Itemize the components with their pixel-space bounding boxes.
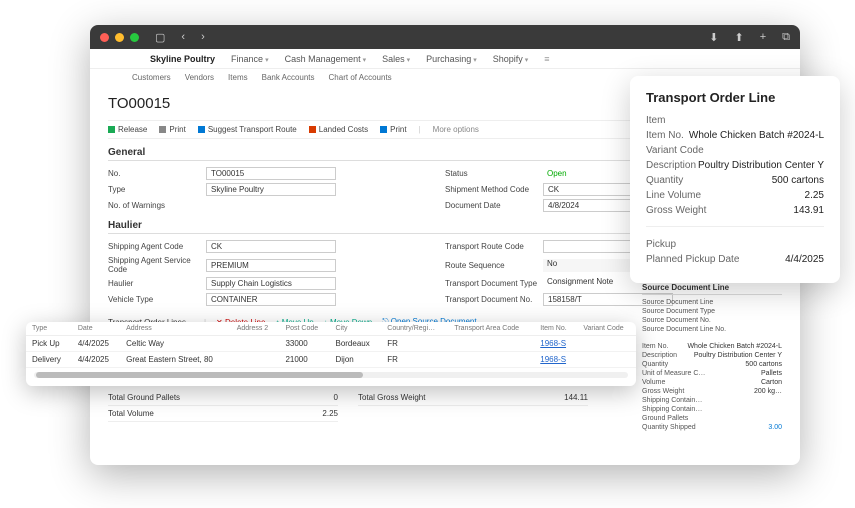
more-options[interactable]: More options	[433, 125, 479, 134]
haulier-title: Haulier	[108, 220, 142, 231]
nav-more[interactable]: ≡	[544, 54, 549, 64]
nav-purchasing[interactable]: Purchasing▾	[426, 54, 477, 64]
source-doc-sidebar: Source Document Line Source Document Lin…	[642, 283, 782, 433]
subnav-customers[interactable]: Customers	[132, 73, 171, 82]
nav-shopify[interactable]: Shopify▾	[493, 54, 529, 64]
suggest-route-button[interactable]: Suggest Transport Route	[198, 125, 297, 134]
nav-cash[interactable]: Cash Management▾	[285, 54, 367, 64]
col-header[interactable]: Date	[72, 322, 120, 336]
nav-finance[interactable]: Finance▾	[231, 54, 269, 64]
col-header[interactable]: Post Code	[279, 322, 329, 336]
nav-back-icon[interactable]: ‹	[181, 31, 185, 43]
table-row[interactable]: Pick Up4/4/2025Celtic Way33000BordeauxFR…	[26, 336, 636, 352]
col-header[interactable]: Variant Code	[577, 322, 636, 336]
nav-fwd-icon[interactable]: ›	[201, 31, 205, 43]
subnav-vendors[interactable]: Vendors	[185, 73, 214, 82]
subnav-bank[interactable]: Bank Accounts	[262, 73, 315, 82]
release-button[interactable]: Release	[108, 125, 147, 134]
print-button-2[interactable]: Print	[380, 125, 406, 134]
add-icon[interactable]: +	[760, 31, 766, 43]
orderlines-table: TypeDateAddressAddress 2Post CodeCityCou…	[26, 322, 636, 368]
sidebar-toggle-icon[interactable]: ▢	[155, 31, 165, 44]
col-header[interactable]: Country/Regi…	[381, 322, 448, 336]
col-header[interactable]: Item No.	[534, 322, 577, 336]
maximize-window[interactable]	[130, 33, 139, 42]
titlebar: ▢ ‹ › ⬇ ⬆ + ⧉	[90, 25, 800, 49]
print-button-1[interactable]: Print	[159, 125, 185, 134]
landed-costs-button[interactable]: Landed Costs	[309, 125, 368, 134]
subnav-items[interactable]: Items	[228, 73, 248, 82]
status-value: Open	[543, 169, 571, 178]
transport-order-line-detail: Transport Order Line Item Item No.Whole …	[630, 76, 840, 283]
agentcode-field[interactable]	[206, 240, 336, 253]
minimize-window[interactable]	[115, 33, 124, 42]
col-header[interactable]: City	[329, 322, 381, 336]
vehicle-field[interactable]	[206, 293, 336, 306]
servicecode-field[interactable]	[206, 259, 336, 272]
tabs-icon[interactable]: ⧉	[782, 31, 790, 44]
close-window[interactable]	[100, 33, 109, 42]
download-icon[interactable]: ⬇	[709, 31, 718, 44]
col-header[interactable]: Transport Area Code	[448, 322, 534, 336]
detail-title: Transport Order Line	[646, 90, 824, 105]
share-icon[interactable]: ⬆	[734, 31, 743, 44]
col-header[interactable]: Address 2	[231, 322, 280, 336]
top-nav: Skyline Poultry Finance▾ Cash Management…	[90, 49, 800, 69]
brand[interactable]: Skyline Poultry	[150, 54, 215, 64]
nav-sales[interactable]: Sales▾	[382, 54, 410, 64]
horizontal-scrollbar[interactable]	[34, 372, 628, 378]
col-header[interactable]: Type	[26, 322, 72, 336]
orderlines-panel: TypeDateAddressAddress 2Post CodeCityCou…	[26, 322, 636, 386]
haulier-field[interactable]	[206, 277, 336, 290]
general-title: General	[108, 147, 145, 158]
type-field[interactable]	[206, 183, 336, 196]
col-header[interactable]: Address	[120, 322, 231, 336]
subnav-coa[interactable]: Chart of Accounts	[329, 73, 392, 82]
table-row[interactable]: Delivery4/4/2025Great Eastern Street, 80…	[26, 352, 636, 368]
no-field[interactable]	[206, 167, 336, 180]
